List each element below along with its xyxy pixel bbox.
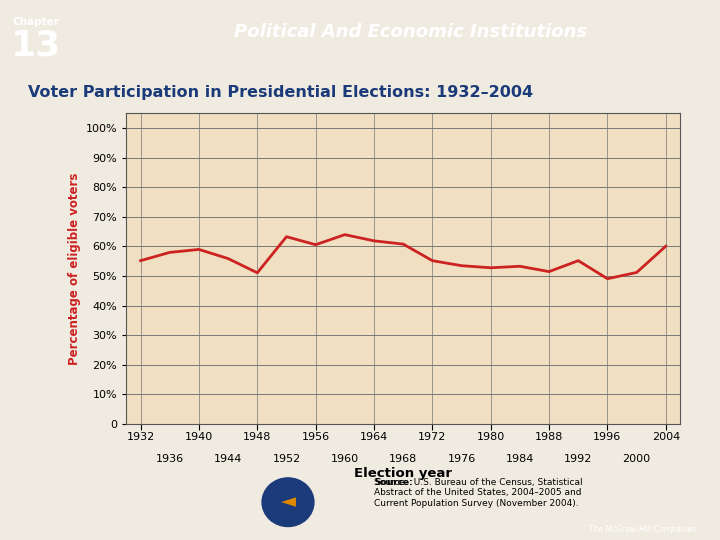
Circle shape [262, 478, 314, 526]
Text: Source:  U.S. Bureau of the Census, Statistical
Abstract of the United States, 2: Source: U.S. Bureau of the Census, Stati… [374, 478, 583, 508]
Text: Source:: Source: [374, 478, 413, 487]
Text: 1968: 1968 [389, 454, 418, 464]
Text: The McGraw-Hill Companies: The McGraw-Hill Companies [590, 525, 697, 534]
Text: 1952: 1952 [272, 454, 301, 464]
Text: Chapter: Chapter [12, 17, 60, 27]
Text: 1992: 1992 [564, 454, 593, 464]
Text: 1960: 1960 [330, 454, 359, 464]
Text: 1976: 1976 [447, 454, 476, 464]
Text: ◄: ◄ [281, 492, 295, 512]
X-axis label: Election year: Election year [354, 467, 452, 480]
Text: 1944: 1944 [214, 454, 243, 464]
Text: Political And Economic Institutions: Political And Economic Institutions [234, 23, 587, 42]
Text: 1936: 1936 [156, 454, 184, 464]
Text: 13: 13 [10, 29, 60, 63]
Y-axis label: Percentage of eligible voters: Percentage of eligible voters [68, 172, 81, 365]
Text: Voter Participation in Presidential Elections: 1932–2004: Voter Participation in Presidential Elec… [28, 85, 534, 100]
Text: 2000: 2000 [623, 454, 651, 464]
Text: 1984: 1984 [505, 454, 534, 464]
